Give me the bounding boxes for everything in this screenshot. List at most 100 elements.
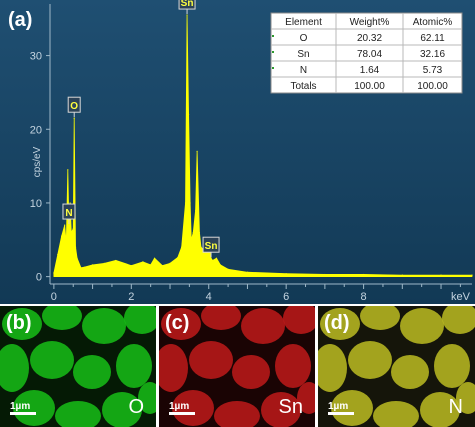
spectrum-point <box>153 257 156 259</box>
table-header-cell: Atomic% <box>413 17 453 28</box>
spectrum-point <box>70 231 72 234</box>
panel-label: (a) <box>8 9 32 31</box>
particle-blob <box>420 392 460 427</box>
particle-blob <box>400 308 444 344</box>
scale-bar-label: 1µm <box>328 401 349 412</box>
particle-blob <box>159 344 188 392</box>
particle-blob <box>124 306 156 334</box>
table-cell: 100.00 <box>354 81 385 92</box>
particle-blob <box>102 392 142 427</box>
table-cell: Totals <box>290 81 316 92</box>
y-tick-label: 10 <box>30 198 42 210</box>
spectrum-point <box>227 268 229 270</box>
y-tick-label: 30 <box>30 51 42 63</box>
spectrum-point <box>103 262 105 264</box>
spectrum-point <box>69 202 71 204</box>
spectrum-point <box>194 209 197 211</box>
eds-spectrum-chart: 0 10 20 30 cps/eV 0 2 4 6 8 keV O N Sn Sn (a) Element Wei… <box>0 0 475 304</box>
table-cell: 1.64 <box>360 65 380 76</box>
spectrum-point <box>181 246 183 248</box>
table-header-cell: Weight% <box>350 17 390 28</box>
spectrum-point <box>115 259 117 262</box>
peak-label: Sn <box>178 0 196 15</box>
spectrum-point <box>215 257 218 259</box>
spectrum-point <box>177 256 179 259</box>
particle-blob <box>442 306 475 334</box>
particle-blob <box>189 341 233 379</box>
spectrum-point <box>401 274 403 276</box>
particle-blob <box>82 308 126 344</box>
table-body <box>270 12 463 94</box>
map-panel-label: (d) <box>324 312 350 334</box>
spectrum-point <box>130 264 132 267</box>
table-cell: 32.16 <box>420 49 445 60</box>
particle-blob <box>0 344 29 392</box>
particle-blob <box>232 355 270 389</box>
table-cell: 62.11 <box>420 33 445 44</box>
o-elemental-map <box>0 306 156 427</box>
peak-label: Sn <box>202 236 220 258</box>
n-elemental-map <box>318 306 475 427</box>
table-row-marker <box>272 35 274 37</box>
particle-blob <box>138 382 156 414</box>
table-cell: O <box>300 33 308 44</box>
y-tick-label: 20 <box>30 124 42 136</box>
y-tick-label: 0 <box>36 272 42 284</box>
particle-blob <box>13 390 55 426</box>
particle-blob <box>360 306 400 330</box>
map-panel-label: (b) <box>6 312 32 334</box>
spectrum-point <box>72 228 74 230</box>
table-cell: 20.32 <box>357 33 382 44</box>
table-cell: Sn <box>297 49 309 60</box>
particle-blob <box>55 401 101 427</box>
spectrum-point <box>169 262 171 264</box>
table-cell: 78.04 <box>357 49 382 60</box>
spectrum-point <box>53 272 55 274</box>
spectrum-point <box>212 259 214 262</box>
particle-blob <box>172 390 214 426</box>
table-cell: N <box>300 65 307 76</box>
spectrum-point <box>189 202 191 204</box>
spectrum-point <box>186 14 188 16</box>
table-row-marker <box>272 67 274 69</box>
table-cell: 5.73 <box>423 65 443 76</box>
spectrum-point <box>76 257 78 259</box>
spectrum-point <box>65 242 67 245</box>
scale-bar-label: 1µm <box>169 401 190 412</box>
spectrum-point <box>188 113 190 116</box>
peak-label-box <box>202 236 220 253</box>
spectrum-point <box>57 253 59 256</box>
spectrum-point <box>192 231 194 234</box>
particle-blob <box>373 401 419 427</box>
table-header-cell: Element <box>285 17 322 28</box>
spectrum-point <box>471 274 473 276</box>
particle-blob <box>391 355 429 389</box>
map-panel-o: (b) O 1µm <box>0 306 156 427</box>
spectrum-point <box>84 266 86 268</box>
particle-blob <box>318 344 347 392</box>
spectrum-point <box>161 264 163 267</box>
spectrum-point <box>362 273 365 276</box>
spectrum-point <box>285 273 287 275</box>
x-tick-label: 4 <box>206 291 212 303</box>
particle-blob <box>434 344 470 388</box>
peak-label: O <box>67 96 81 118</box>
particle-blob <box>348 341 392 379</box>
eds-spectrum-panel: 0 10 20 30 cps/eV 0 2 4 6 8 keV O N Sn Sn (a) Element Wei… <box>0 0 475 304</box>
map-element-label: Sn <box>278 396 303 418</box>
spectrum-point <box>184 202 187 204</box>
x-axis-unit-label: keV <box>451 291 471 303</box>
spectrum-point <box>80 267 82 269</box>
spectrum-point <box>196 150 198 152</box>
particle-blob <box>42 306 82 330</box>
spectrum-point <box>61 235 63 237</box>
particle-blob <box>320 308 360 340</box>
particle-blob <box>2 308 42 340</box>
spectrum-point <box>190 239 192 241</box>
x-tick-label: 2 <box>128 291 134 303</box>
peak-label-box <box>178 0 196 10</box>
scale-bar <box>169 412 195 415</box>
peak-label-box <box>62 203 76 220</box>
map-element-label: N <box>448 396 463 418</box>
spectrum-point <box>210 257 212 259</box>
